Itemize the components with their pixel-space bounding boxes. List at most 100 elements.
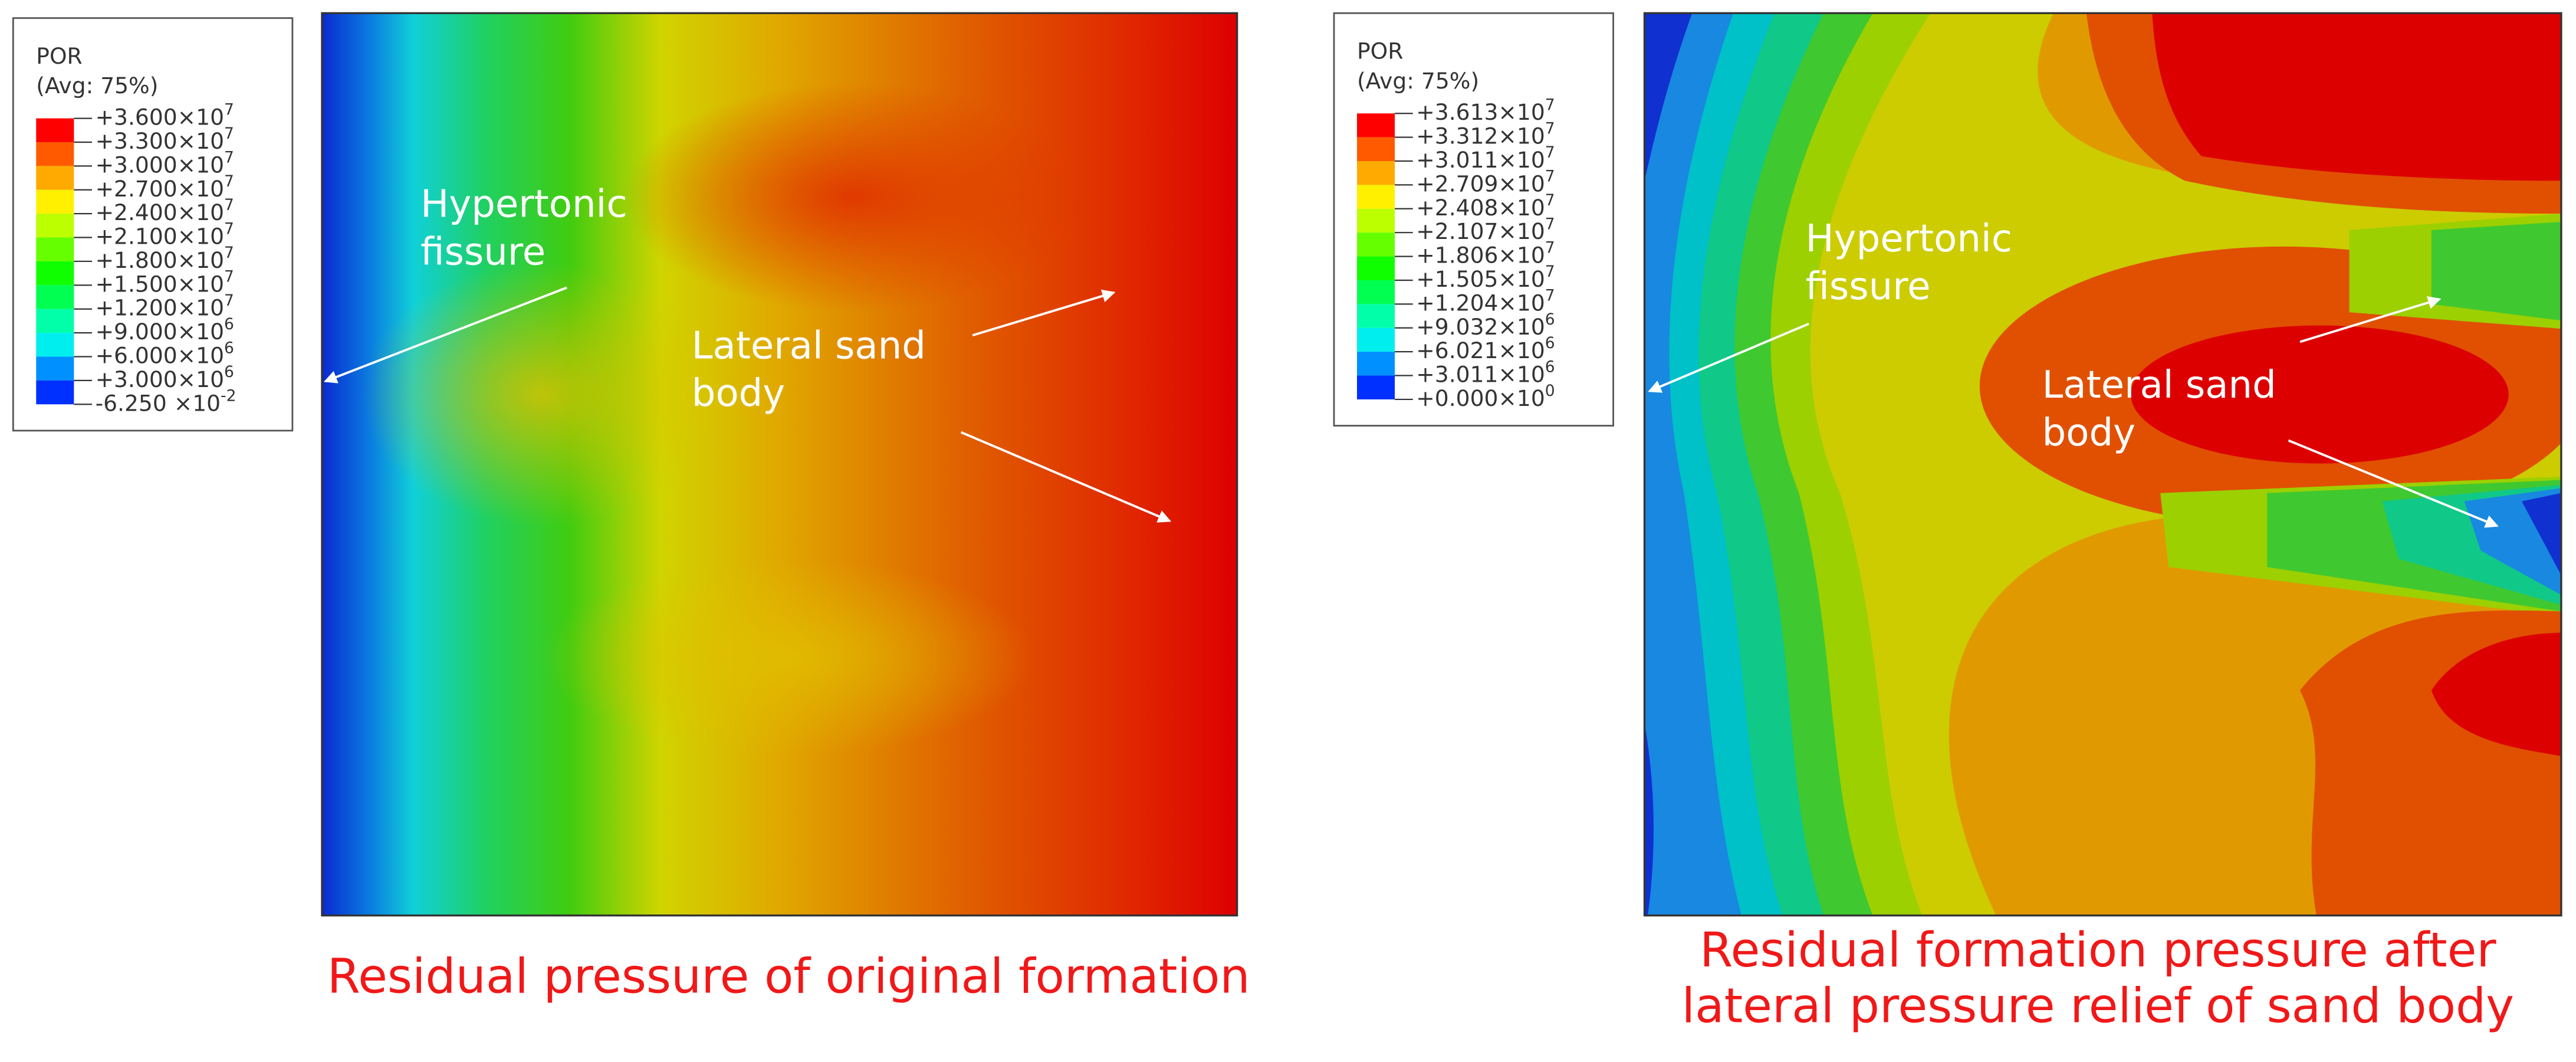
arrows <box>323 286 2499 528</box>
legend-label: +2.100×107 <box>96 219 234 249</box>
legend-label-base: +1.505×10 <box>1416 266 1545 291</box>
legend-label-exp: 7 <box>1545 238 1555 257</box>
legend-label: +1.200×107 <box>96 291 234 320</box>
legend-swatch <box>1357 113 1395 137</box>
legend-title: POR <box>36 43 82 69</box>
annotation: body <box>692 372 785 415</box>
legend-label: +3.312×107 <box>1416 119 1555 149</box>
annotation: Hypertonic <box>1805 217 2012 261</box>
legend-label-exp: 6 <box>1545 334 1555 352</box>
annotation: fissure <box>420 231 546 274</box>
annotation: Hypertonic <box>420 183 627 227</box>
legend-label-base: +6.021×10 <box>1416 337 1545 363</box>
legend-label-exp: 7 <box>224 267 234 286</box>
legend-swatch <box>36 166 74 190</box>
legend-label-base: +3.600×10 <box>96 104 224 130</box>
legend-label-exp: 7 <box>224 100 234 119</box>
plot-frame <box>1643 12 2562 917</box>
legend-label: +1.204×107 <box>1416 286 1555 316</box>
annotation: fissure <box>1805 265 1930 309</box>
legend-label: +3.600×107 <box>96 100 234 130</box>
legend-label-exp: 7 <box>1545 167 1555 185</box>
legend-label: +3.000×107 <box>96 148 234 178</box>
legend-swatch <box>36 285 74 309</box>
legend-swatch <box>1357 304 1395 328</box>
legend-label-base: -6.250 ×10 <box>96 390 221 416</box>
legend-label: +2.709×107 <box>1416 167 1555 196</box>
legend-label-exp: 7 <box>224 172 234 190</box>
legend-label-base: +3.011×10 <box>1416 361 1545 387</box>
legend-swatch <box>1357 185 1395 209</box>
legend-swatch <box>36 309 74 333</box>
legend-label-exp: 0 <box>1545 382 1555 400</box>
legend-swatch <box>36 356 74 381</box>
legend-label-exp: 6 <box>224 339 234 357</box>
legend-label-base: +2.100×10 <box>96 223 224 249</box>
legend-label-exp: 6 <box>1545 310 1555 328</box>
legend-label-base: +1.204×10 <box>1416 290 1545 316</box>
legend-label-base: +6.000×10 <box>96 342 224 368</box>
legend-label: +9.032×106 <box>1416 310 1555 339</box>
legend-swatch <box>1357 256 1395 280</box>
legend-label-exp: 7 <box>1545 96 1555 114</box>
legend-label: +1.500×107 <box>96 267 234 297</box>
legend-swatch <box>1357 375 1395 399</box>
legend-label-exp: 7 <box>1545 286 1555 304</box>
legend-label-base: +3.011×10 <box>1416 147 1545 173</box>
legend-label-base: +1.800×10 <box>96 247 224 273</box>
legend-label: +2.400×107 <box>96 196 234 225</box>
legend-swatch <box>1357 161 1395 185</box>
legend-label-exp: 7 <box>224 291 234 309</box>
legend-label: +2.408×107 <box>1416 191 1555 220</box>
caption: Residual pressure of original formation <box>327 949 1250 1005</box>
legend-swatch <box>1357 280 1395 304</box>
legend-label-base: +3.300×10 <box>96 127 224 153</box>
legend-label-base: +3.000×10 <box>96 366 224 392</box>
legend-label-base: +0.000×10 <box>1416 385 1545 411</box>
legend-label-base: +2.408×10 <box>1416 194 1545 220</box>
legend-label: +3.011×107 <box>1416 143 1555 173</box>
caption: Residual formation pressure after <box>1700 923 2496 978</box>
legend-label-base: +2.700×10 <box>96 175 224 201</box>
legend-label-exp: 7 <box>1545 191 1555 209</box>
legend-label: +2.700×107 <box>96 172 234 201</box>
legend-swatch <box>1357 137 1395 162</box>
legend-swatch <box>36 261 74 286</box>
legend-label: +1.806×107 <box>1416 238 1555 268</box>
legend-label-exp: 6 <box>1545 358 1555 376</box>
legend-label: +6.021×106 <box>1416 334 1555 363</box>
contour-plot-right <box>1644 13 2561 916</box>
legend-label-base: +2.709×10 <box>1416 171 1545 196</box>
legend-title: POR <box>1357 38 1403 64</box>
legend-swatch <box>36 380 74 405</box>
legend-label: +3.300×107 <box>96 124 234 154</box>
legend-label-exp: 7 <box>1545 215 1555 233</box>
annotation: Lateral sand <box>2042 363 2276 407</box>
legend-swatch <box>36 118 74 142</box>
legend-label-exp: 7 <box>224 219 234 238</box>
legend-label-exp: 6 <box>224 362 234 381</box>
legend-label: +1.800×107 <box>96 244 234 273</box>
legend-swatch <box>36 142 74 166</box>
legend-label-base: +9.000×10 <box>96 319 224 345</box>
legend-label: +3.613×107 <box>1416 96 1555 125</box>
legend-swatch <box>1357 352 1395 376</box>
annotation: body <box>2042 411 2135 455</box>
caption: lateral pressure relief of sand body <box>1682 979 2514 1034</box>
legend-label: +1.505×107 <box>1416 263 1555 292</box>
legend-label-base: +3.312×10 <box>1416 123 1545 149</box>
legend-label: +2.107×107 <box>1416 215 1555 244</box>
legend-label-exp: 6 <box>224 315 234 333</box>
legend-label: +6.000×106 <box>96 339 234 368</box>
legend-label: +9.000×106 <box>96 315 234 345</box>
legend-label-base: +2.400×10 <box>96 199 224 225</box>
legend-label-base: +3.000×10 <box>96 152 224 178</box>
legend-label: -6.250 ×10-2 <box>96 386 236 416</box>
legend-subtitle: (Avg: 75%) <box>1357 68 1479 94</box>
legend-label-exp: 7 <box>1545 119 1555 137</box>
legend-label-base: +1.500×10 <box>96 271 224 297</box>
legend-swatch <box>1357 232 1395 257</box>
legend-swatch <box>36 333 74 357</box>
